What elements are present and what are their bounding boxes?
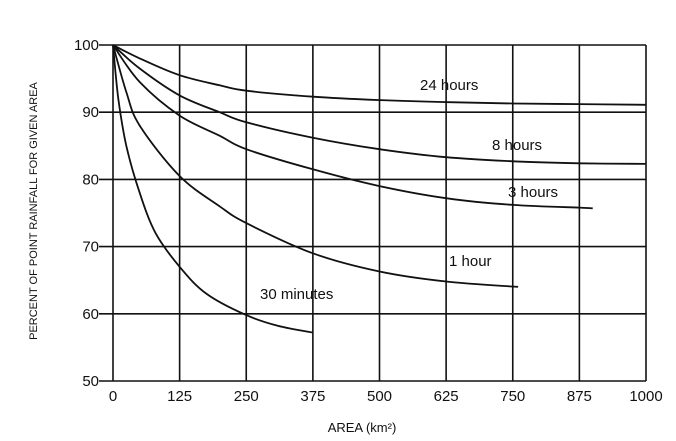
y-axis-label: PERCENT OF POINT RAINFALL FOR GIVEN AREA [28, 81, 40, 339]
chart-curves [112, 44, 647, 334]
series-label-30-minutes: 30 minutes [260, 286, 333, 303]
y-tick-label: 100 [74, 37, 99, 54]
x-tick-label: 250 [234, 388, 259, 405]
y-tick-label: 70 [82, 239, 99, 256]
series-label-3-hours: 3 hours [508, 184, 558, 201]
series-label-8-hours: 8 hours [492, 137, 542, 154]
series-labels: 24 hours 8 hours 3 hours 1 hour 30 minutes [260, 77, 558, 303]
series-label-1-hour: 1 hour [449, 253, 492, 270]
series-line-30-minutes [112, 44, 314, 334]
x-tick-label: 750 [500, 388, 525, 405]
x-tick-label: 500 [367, 388, 392, 405]
x-tick-label: 1000 [629, 388, 662, 405]
series-line-3-hours [112, 44, 593, 210]
x-tick-label: 125 [167, 388, 192, 405]
y-tick-label: 80 [82, 171, 99, 188]
x-tick-label: 0 [109, 388, 117, 405]
series-line-24-hours [112, 44, 647, 106]
x-axis-ticks: 0 125 250 375 500 625 750 875 1000 [109, 388, 663, 405]
chart-grid [99, 44, 647, 382]
series-line-8-hours [112, 44, 647, 165]
x-tick-label: 375 [300, 388, 325, 405]
series-label-24-hours: 24 hours [420, 77, 478, 94]
y-tick-label: 60 [82, 306, 99, 323]
x-axis-label: AREA (km²) [328, 420, 397, 435]
y-axis-ticks: 50 60 70 80 90 100 [74, 37, 99, 390]
x-tick-label: 875 [567, 388, 592, 405]
y-tick-label: 50 [82, 373, 99, 390]
y-tick-label: 90 [82, 104, 99, 121]
x-tick-label: 625 [434, 388, 459, 405]
series-line-1-hour [112, 44, 519, 288]
